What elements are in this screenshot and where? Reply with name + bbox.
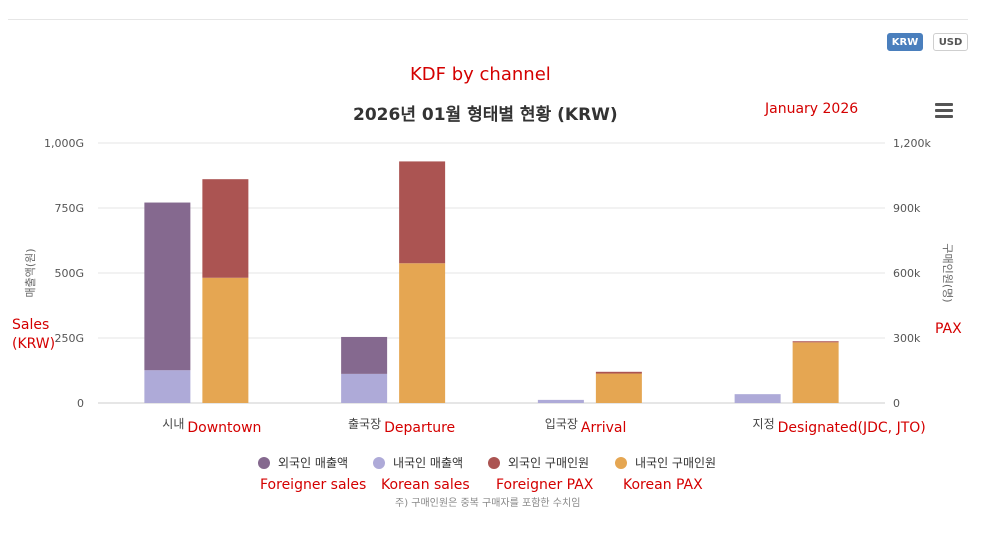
annotation-legend-korean-pax: Korean PAX — [623, 477, 703, 493]
bar-foreign-sales — [144, 202, 191, 371]
y-tick-label-right: 300k — [893, 332, 921, 345]
annotation-month: January 2026 — [765, 101, 859, 117]
annotation-sales-axis: Sales (KRW) — [12, 317, 56, 352]
annotation-title: KDF by channel — [410, 64, 551, 85]
bar-korean-pax — [399, 263, 446, 403]
annotation-category: Departure — [384, 420, 455, 436]
legend-label: 외국인 매출액 — [278, 456, 349, 470]
legend-label: 외국인 구매인원 — [508, 456, 590, 470]
legend-item-foreign-pax[interactable]: 외국인 구매인원 — [488, 454, 589, 471]
annotation-legend-korean-sales: Korean sales — [381, 477, 470, 493]
y-tick-label-left: 500G — [54, 267, 84, 280]
top-divider — [8, 19, 968, 20]
legend-dot-icon — [373, 456, 385, 469]
annotation-pax-axis: PAX — [935, 321, 962, 337]
krw-currency-button[interactable]: KRW — [887, 33, 923, 51]
x-tick-label: 시내 — [162, 417, 184, 431]
footnote: 주) 구매인원은 중복 구매자를 포함한 수치임 — [395, 498, 581, 509]
bar-korean-sales — [537, 399, 584, 403]
bar-korean-sales — [734, 394, 781, 403]
bar-foreign-sales — [341, 336, 388, 374]
y-tick-label-right: 1,200k — [893, 137, 931, 150]
bar-foreign-pax — [399, 161, 446, 264]
legend-label: 내국인 구매인원 — [635, 456, 717, 470]
bar-foreign-pax — [595, 371, 642, 374]
y-axis-title-right: 구매인원(명) — [941, 243, 954, 302]
annotation-legend-foreign-pax: Foreigner PAX — [496, 477, 594, 493]
chart-title: 2026년 01월 형태별 현황 (KRW) — [353, 105, 618, 125]
bar-korean-pax — [202, 277, 249, 403]
bar-foreign-pax — [202, 179, 249, 278]
bar-foreign-pax — [792, 341, 839, 343]
annotation-category: Arrival — [581, 420, 627, 436]
y-tick-label-right: 900k — [893, 202, 921, 215]
annotation-category: Designated(JDC, JTO) — [778, 420, 926, 436]
y-tick-label-right: 0 — [893, 397, 900, 410]
y-tick-label-left: 1,000G — [44, 137, 84, 150]
legend-dot-icon — [488, 456, 500, 469]
legend-item-korean-pax[interactable]: 내국인 구매인원 — [615, 454, 716, 471]
bar-korean-pax — [792, 342, 839, 403]
bar-korean-sales — [341, 373, 388, 403]
x-tick-label: 입국장 — [545, 417, 578, 431]
y-tick-label-left: 250G — [54, 332, 84, 345]
y-tick-label-left: 750G — [54, 202, 84, 215]
legend-label: 내국인 매출액 — [393, 456, 464, 470]
legend-dot-icon — [615, 456, 627, 469]
y-axis-title-left: 매출액(원) — [24, 248, 37, 297]
x-tick-label: 출국장 — [348, 417, 381, 431]
legend-dot-icon — [258, 456, 270, 469]
annotation-legend-foreign-sales: Foreigner sales — [260, 477, 367, 493]
legend-item-foreign-sales[interactable]: 외국인 매출액 — [258, 454, 348, 471]
y-tick-label-left: 0 — [77, 397, 84, 410]
bar-korean-sales — [144, 370, 191, 403]
hamburger-menu-icon[interactable] — [935, 103, 953, 118]
x-tick-label: 지정 — [753, 417, 775, 431]
annotation-category: Downtown — [187, 420, 261, 436]
bar-korean-pax — [595, 373, 642, 403]
usd-currency-button[interactable]: USD — [933, 33, 968, 51]
y-tick-label-right: 600k — [893, 267, 921, 280]
legend-item-korean-sales[interactable]: 내국인 매출액 — [373, 454, 463, 471]
